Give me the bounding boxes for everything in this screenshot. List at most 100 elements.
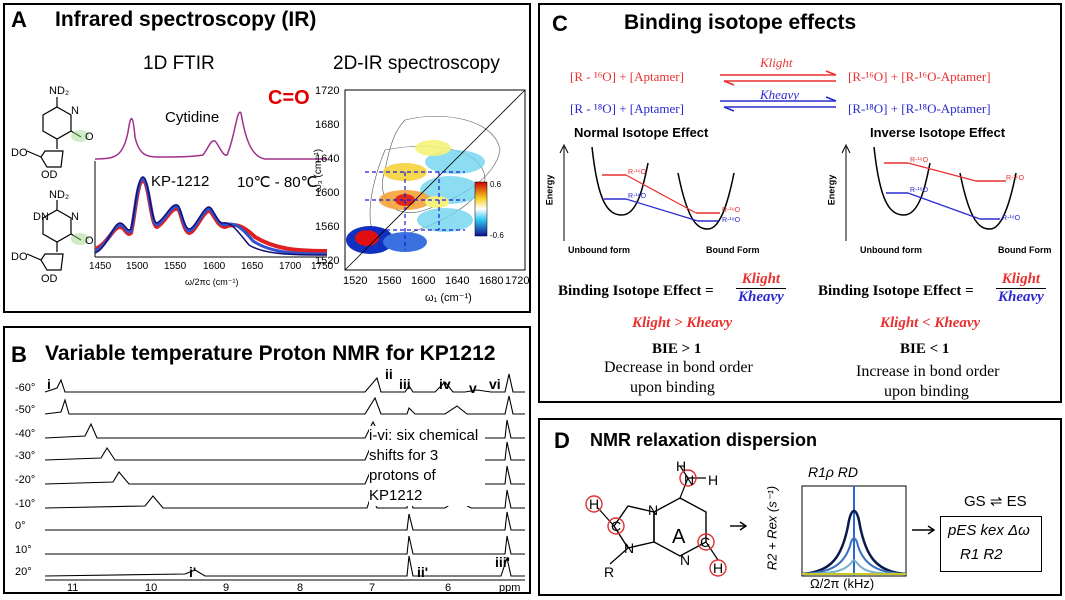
params-line-1: pES kex Δω — [948, 522, 1030, 539]
nmr-temp: -30° — [15, 450, 36, 462]
rd-yaxis: R2 + Rex (s⁻¹) — [764, 485, 780, 571]
inverse-r16-unbound: R-¹⁶O — [910, 157, 929, 164]
normal-title: Normal Isotope Effect — [574, 125, 709, 140]
label-co: C=O — [268, 87, 310, 109]
nucleobase-structure — [585, 465, 748, 577]
rd-title: R1ρ RD — [808, 464, 859, 480]
kp1212-structure — [26, 200, 89, 271]
panel-c: C Binding isotope effects [R - ¹⁶O] + [A… — [538, 3, 1062, 403]
atom-h-left: H — [589, 496, 600, 512]
2dir-xtick: 1560 — [377, 275, 402, 287]
inverse-desc-2: upon binding — [884, 383, 969, 400]
peak-label: ii' — [417, 564, 429, 580]
normal-frac-den: Kheavy — [738, 289, 784, 305]
nmr-temp: -60° — [15, 382, 36, 394]
peak-label: ii — [385, 366, 393, 382]
panel-c-title: Binding isotope effects — [624, 11, 857, 34]
2dir-xtick: 1640 — [445, 275, 470, 287]
2dir-ytick: 1640 — [315, 153, 340, 165]
2dir-subtitle: 2D-IR spectroscopy — [333, 53, 500, 74]
inverse-unbound-label: Unbound form — [860, 245, 922, 255]
2dir-plot — [344, 89, 526, 271]
panel-c-letter: C — [552, 11, 568, 36]
atom-h-bottom: H — [713, 560, 724, 576]
gs-es-label: GS ⇌ ES — [964, 493, 1027, 510]
atom-n-top: N — [648, 502, 659, 518]
panel-d-title: NMR relaxation dispersion — [590, 430, 818, 450]
nmr-temp: -10° — [15, 498, 36, 510]
eq1-left: [R - ¹⁶O] + [Aptamer] — [570, 69, 684, 84]
inverse-r16-bound: R-¹⁶O — [1006, 175, 1025, 182]
struct1-do: DO — [11, 147, 28, 159]
nmr-temp: 20° — [15, 566, 32, 578]
normal-desc-2: upon binding — [630, 379, 715, 396]
nmr-temp: 0° — [15, 520, 26, 532]
nmr-temp: -40° — [15, 428, 36, 440]
atom-c-left: C — [611, 518, 622, 534]
normal-r18-unbound: R-¹⁸O — [628, 193, 647, 200]
panel-a: A Infrared spectroscopy (IR) 1D FTIR 2D-… — [3, 3, 531, 313]
2dir-xlabel: ω₁ (cm⁻¹) — [425, 292, 472, 304]
peak-label: iii — [399, 376, 411, 392]
colorbar-max: 0.6 — [490, 180, 502, 189]
k-heavy-label: Kheavy — [760, 87, 799, 102]
peak-label: vi — [489, 376, 501, 392]
inverse-bound-label: Bound Form — [998, 245, 1052, 255]
inverse-title: Inverse Isotope Effect — [870, 125, 1006, 140]
struct2-n: N — [71, 211, 79, 223]
ftir-xtick: 1450 — [89, 261, 112, 272]
kp1212-spectra — [94, 176, 328, 256]
params-line-2: R1 R2 — [960, 546, 1003, 563]
nmr-xtick: 6 — [445, 582, 452, 594]
nmr-xunit: ppm — [499, 582, 521, 594]
ftir-plot — [94, 111, 328, 258]
normal-bie-value: BIE > 1 — [652, 341, 702, 357]
nmr-temp: -20° — [15, 474, 36, 486]
rd-xaxis: Ω/2π (kHz) — [810, 576, 875, 591]
panel-b-title: Variable temperature Proton NMR for KP12… — [45, 342, 496, 365]
nmr-xtick: 10 — [145, 582, 158, 594]
label-cytidine: Cytidine — [165, 109, 220, 126]
normal-desc-1: Decrease in bond order — [604, 359, 753, 376]
inverse-desc-1: Increase in bond order — [856, 363, 1000, 380]
struct2-o: O — [85, 235, 94, 247]
2dir-ylabel: ω₃ (cm⁻¹) — [313, 148, 325, 193]
ftir-xtick: 1500 — [126, 261, 149, 272]
normal-frac-num: Klight — [736, 271, 786, 289]
2dir-ytick: 1520 — [315, 255, 340, 267]
normal-unbound-label: Unbound form — [568, 245, 630, 255]
panel-a-title: Infrared spectroscopy (IR) — [55, 8, 317, 31]
ftir-subtitle: 1D FTIR — [143, 53, 215, 74]
peak-label: i' — [189, 564, 197, 580]
struct2-od: OD — [41, 273, 58, 285]
2dir-ytick: 1720 — [315, 85, 340, 97]
panel-d-letter: D — [554, 428, 570, 453]
cytidine-spectrum — [94, 111, 327, 160]
struct1-n: N — [71, 105, 79, 117]
normal-energy-diagram — [559, 143, 735, 241]
nmr-xtick: 9 — [223, 582, 230, 594]
normal-energy-label: Energy — [544, 174, 555, 206]
atom-n-amine: N — [684, 472, 695, 488]
params-box — [940, 516, 1042, 572]
inverse-inequality: Klight < Kheavy — [880, 315, 981, 331]
peak-label: i — [47, 376, 51, 392]
atom-h-top: H — [676, 458, 687, 474]
ring-label: A — [672, 526, 686, 548]
nmr-xtick: 8 — [297, 582, 304, 594]
colorbar-min: -0.6 — [490, 231, 504, 240]
ftir-xtick: 1550 — [164, 261, 187, 272]
nmr-xtick: 7 — [369, 582, 376, 594]
rd-arrow — [912, 525, 936, 535]
inverse-bie-label: Binding Isotope Effect = — [818, 283, 974, 299]
ftir-xtick: 1750 — [311, 261, 334, 272]
2dir-ytick: 1600 — [315, 187, 340, 199]
panel-a-letter: A — [11, 7, 27, 32]
nmr-temp: 10° — [15, 544, 32, 556]
inverse-bie-value: BIE < 1 — [900, 341, 950, 357]
struct2-nd2: ND₂ — [49, 189, 70, 201]
inverse-energy-diagram — [841, 143, 1017, 241]
eq2-right: [R-¹⁸O] + [R-¹⁸O-Aptamer] — [848, 101, 991, 116]
inverse-energy-label: Energy — [826, 174, 837, 206]
normal-inequality: Klight > Kheavy — [632, 315, 733, 331]
